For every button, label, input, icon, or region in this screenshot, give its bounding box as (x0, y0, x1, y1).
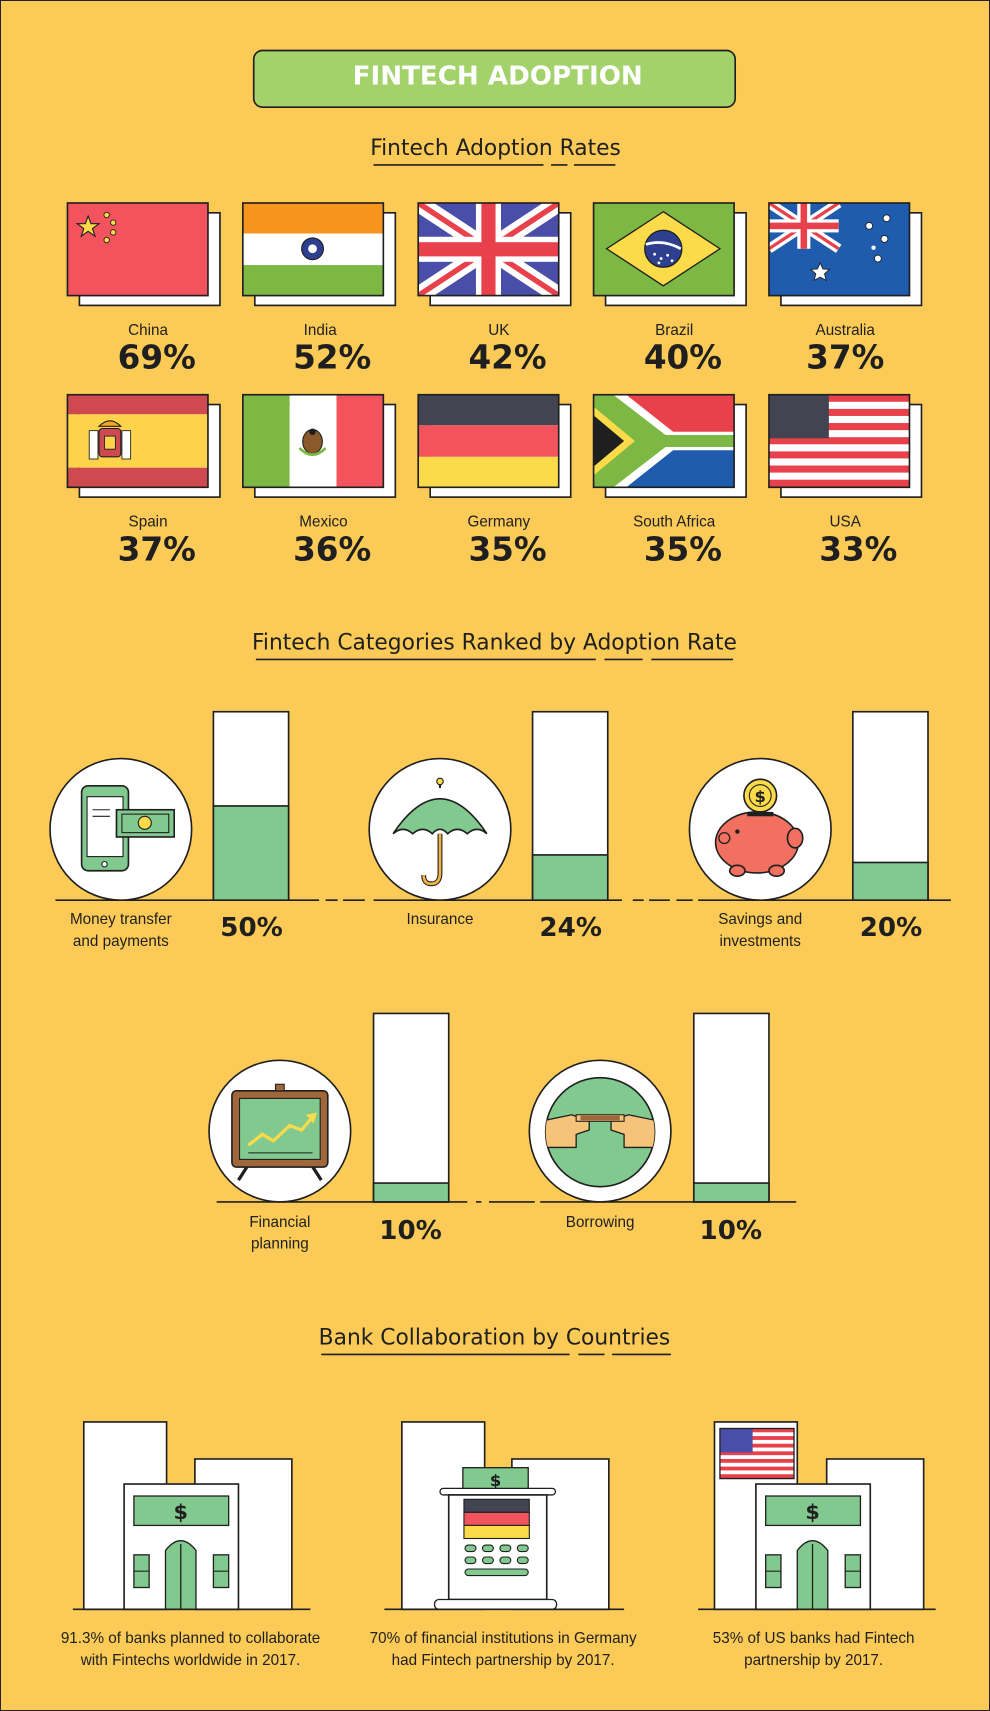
category-value-label: 50% (220, 913, 283, 943)
south-africa-flag-icon (592, 393, 747, 498)
country-rate: 36% (293, 530, 371, 568)
category-value-label: 24% (539, 913, 602, 943)
category-value-label: 10% (700, 1216, 763, 1246)
india-flag-icon (242, 202, 397, 307)
category-value-label: 10% (379, 1216, 442, 1246)
adoption-labels: China 69% India 52% UK 42% Brazil 40% Au… (118, 322, 898, 568)
category-label-line: Borrowing (566, 1214, 635, 1231)
growth-chart-icon (208, 1059, 352, 1203)
category-label-line: Financial (249, 1214, 310, 1231)
bank-caption-line: had Fintech partnership by 2017. (392, 1652, 615, 1669)
country-rate: 37% (806, 339, 884, 377)
dollar-sign-icon: $ (805, 1500, 819, 1524)
brazil-flag-icon (592, 202, 747, 307)
dollar-sign-icon: $ (174, 1500, 188, 1524)
country-name: Brazil (655, 322, 693, 339)
category-bars (212, 710, 929, 1203)
dollar-sign-icon: $ (490, 1471, 501, 1490)
country-name: South Africa (633, 514, 716, 531)
bank-building-icon: $ (72, 1421, 311, 1611)
country-name: UK (488, 322, 509, 339)
bank-caption-line: 91.3% of banks planned to collaborate (61, 1630, 320, 1647)
mobile-payment-icon (49, 757, 193, 901)
bank-section-title: Bank Collaboration by Countries (319, 1326, 671, 1351)
category-label-line: Insurance (406, 911, 473, 928)
country-rate: 52% (293, 339, 371, 377)
flags-grid (66, 202, 923, 498)
handshake-coin-icon (528, 1059, 672, 1203)
country-name: USA (830, 514, 862, 531)
dollar-icon: $ (755, 787, 766, 806)
country-rate: 42% (468, 339, 546, 377)
category-label-line: investments (720, 933, 802, 950)
piggy-bank-icon: $ (688, 757, 832, 901)
germany-atm-icon: $ (384, 1421, 625, 1611)
country-name: China (128, 322, 168, 339)
country-name: Spain (129, 514, 168, 531)
country-rate: 37% (118, 530, 196, 568)
umbrella-icon (368, 757, 512, 901)
bank-illustrations: $ $ (72, 1421, 936, 1611)
mexico-flag-icon (242, 393, 397, 498)
category-bar (372, 1182, 450, 1203)
australia-flag-icon (768, 202, 923, 307)
category-label-line: Savings and (718, 911, 802, 928)
spain-flag-icon (66, 393, 221, 498)
bank-captions: 91.3% of banks planned to collaborate wi… (61, 1630, 915, 1669)
country-name: Mexico (299, 514, 347, 531)
germany-flag-icon (417, 393, 572, 498)
uk-flag-icon (417, 202, 572, 307)
country-rate: 40% (644, 339, 722, 377)
category-label-line: and payments (73, 933, 169, 950)
page-title: FINTECH ADOPTION (353, 61, 643, 91)
country-rate: 69% (118, 339, 196, 377)
country-name: Germany (467, 514, 530, 531)
bank-caption-line: partnership by 2017. (744, 1652, 883, 1669)
category-bar-track (372, 1012, 450, 1203)
category-baselines (55, 899, 951, 1203)
categories-section-title: Fintech Categories Ranked by Adoption Ra… (252, 631, 737, 656)
usa-bank-icon: $ (698, 1421, 936, 1611)
country-rate: 33% (819, 530, 897, 568)
category-bar (531, 854, 609, 901)
bank-caption-line: with Fintechs worldwide in 2017. (80, 1652, 301, 1669)
category-bar (692, 1182, 770, 1203)
adoption-section-title: Fintech Adoption Rates (370, 136, 621, 161)
usa-flag-icon (768, 393, 923, 498)
category-labels: Money transfer and payments 50% Insuranc… (70, 911, 922, 1253)
header-banner: FINTECH ADOPTION (252, 49, 737, 108)
country-name: India (304, 322, 338, 339)
category-bar (852, 861, 929, 901)
country-rate: 35% (468, 530, 546, 568)
category-bar (212, 805, 290, 901)
bank-caption-line: 70% of financial institutions in Germany (370, 1630, 637, 1647)
category-bar-track (692, 1012, 770, 1203)
china-flag-icon (66, 202, 221, 307)
category-label-line: planning (251, 1236, 309, 1253)
country-name: Australia (816, 322, 876, 339)
category-icons: $ (49, 757, 832, 1203)
category-value-label: 20% (860, 913, 923, 943)
category-label-line: Money transfer (70, 911, 172, 928)
bank-caption-line: 53% of US banks had Fintech (713, 1630, 915, 1647)
country-rate: 35% (644, 530, 722, 568)
usa-flag-icon (719, 1428, 795, 1479)
